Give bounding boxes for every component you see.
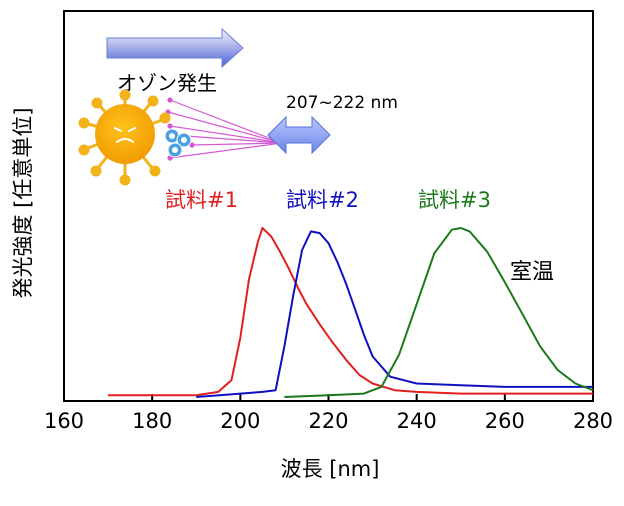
x-tick-label: 160 bbox=[44, 409, 84, 433]
series-line-1 bbox=[108, 227, 593, 397]
x-axis-ticks: 160 180 200 220 240 260 280 bbox=[44, 394, 613, 433]
y-axis-label: 発光強度 [任意単位] bbox=[11, 107, 35, 298]
series-line-2 bbox=[196, 230, 593, 398]
ozone-molecule-icon bbox=[164, 128, 192, 158]
x-tick-label: 240 bbox=[397, 409, 437, 433]
virus-icon bbox=[78, 89, 171, 186]
ozone-label: オゾン発生 bbox=[117, 71, 217, 95]
x-tick-label: 260 bbox=[485, 409, 525, 433]
uv-rays bbox=[165, 97, 283, 161]
ozone-arrow-icon bbox=[106, 27, 244, 69]
series-label-sample3: 試料#3 bbox=[418, 188, 491, 212]
series-label-sample2: 試料#2 bbox=[286, 188, 359, 212]
x-tick-label: 280 bbox=[573, 409, 613, 433]
x-tick-label: 180 bbox=[132, 409, 172, 433]
condition-label: 室温 bbox=[510, 260, 554, 285]
wavelength-range-label: 207~222 nm bbox=[286, 93, 398, 113]
series-line-3 bbox=[284, 227, 594, 398]
x-axis-label: 波長 [nm] bbox=[281, 457, 380, 481]
series-label-sample1: 試料#1 bbox=[165, 188, 238, 212]
series-lines bbox=[108, 227, 594, 398]
uv-double-arrow-icon bbox=[267, 115, 331, 155]
x-tick-label: 220 bbox=[308, 409, 348, 433]
x-tick-label: 200 bbox=[220, 409, 260, 433]
